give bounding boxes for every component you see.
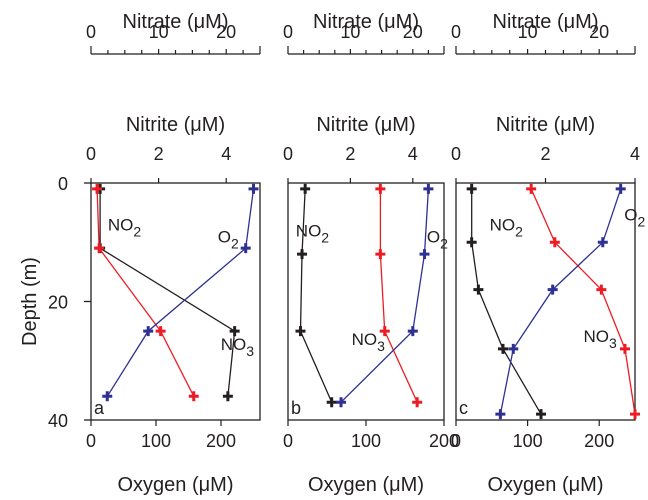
oxygen-tick-label: 100 — [351, 431, 381, 451]
no3-label: NO3 — [583, 327, 617, 351]
nitrate-tick-label: 20 — [589, 22, 609, 42]
nitrate-tick-label: 10 — [149, 22, 169, 42]
oxygen-tick-label: 0 — [283, 431, 293, 451]
nitrate-axis-label: Nitrate (μM) — [313, 11, 419, 33]
no2-label: NO2 — [490, 215, 524, 239]
nitrite-tick-label: 4 — [630, 144, 640, 164]
no3-point — [549, 237, 560, 248]
nitrite-tick-label: 2 — [345, 144, 355, 164]
o2-point — [240, 243, 251, 254]
nitrate-axis-label: Nitrate (μM) — [123, 11, 229, 33]
oxygen-tick-label: 200 — [584, 431, 614, 451]
no3-point — [412, 397, 423, 408]
nitrate-tick-label: 0 — [451, 22, 461, 42]
nitrite-tick-label: 4 — [221, 144, 231, 164]
o2-point — [615, 183, 626, 194]
no3-line-c — [530, 188, 636, 415]
oxygen-tick-label: 200 — [429, 431, 459, 451]
no3-label: NO3 — [352, 330, 386, 354]
no2-line-a — [99, 188, 236, 397]
oxygen-tick-label: 200 — [206, 431, 236, 451]
nitrate-tick-label: 0 — [283, 22, 293, 42]
y-axis-label: Depth (m) — [19, 257, 41, 346]
no2-point — [497, 343, 508, 354]
oxygen-tick-label: 100 — [513, 431, 543, 451]
no2-label: NO2 — [296, 221, 330, 245]
panel-label-c: c — [459, 398, 468, 418]
nitrite-tick-label: 2 — [154, 144, 164, 164]
nitrite-axis-label: Nitrite (μM) — [316, 114, 415, 136]
no3-line-a — [96, 188, 195, 397]
no3-point — [596, 284, 607, 295]
o2-label: O2 — [624, 205, 645, 229]
no3-point — [619, 343, 630, 354]
no3-point — [379, 326, 390, 337]
no2-point — [466, 237, 477, 248]
no2-point — [536, 409, 547, 420]
o2-point — [336, 397, 347, 408]
no2-point — [295, 326, 306, 337]
o2-point — [423, 183, 434, 194]
nitrite-tick-label: 2 — [540, 144, 550, 164]
y-tick-label: 0 — [58, 174, 68, 194]
nitrate-tick-label: 0 — [86, 22, 96, 42]
oxygen-tick-label: 0 — [451, 431, 461, 451]
no3-label: NO3 — [221, 335, 255, 359]
panel-label-a: a — [94, 398, 105, 418]
o2-point — [248, 183, 259, 194]
nitrite-axis-label: Nitrite (μM) — [126, 114, 225, 136]
no3-point — [94, 243, 105, 254]
o2-line-b — [340, 188, 430, 403]
no2-point — [222, 391, 233, 402]
y-tick-label: 40 — [48, 411, 68, 431]
o2-point — [495, 409, 506, 420]
o2-point — [508, 343, 519, 354]
nitrite-tick-label: 0 — [86, 144, 96, 164]
nitrate-tick-label: 10 — [518, 22, 538, 42]
no2-point — [466, 183, 477, 194]
nitrite-tick-label: 4 — [408, 144, 418, 164]
nitrite-axis-label: Nitrite (μM) — [496, 114, 595, 136]
no3-point — [188, 391, 199, 402]
no3-point — [526, 183, 537, 194]
no2-point — [229, 326, 240, 337]
oxygen-axis-label: Oxygen (μM) — [488, 474, 604, 496]
nitrate-axis-label: Nitrate (μM) — [493, 11, 599, 33]
no3-point — [375, 183, 386, 194]
plot-frame-b — [287, 182, 445, 421]
no2-point — [326, 397, 337, 408]
nitrate-tick-label: 20 — [403, 22, 423, 42]
o2-line-a — [106, 188, 255, 397]
no2-label: NO2 — [108, 215, 141, 239]
no2-line-b — [299, 188, 333, 403]
o2-point — [143, 326, 154, 337]
no2-point — [473, 284, 484, 295]
no2-point — [300, 183, 311, 194]
no2-point — [297, 249, 308, 260]
oxygen-axis-label: Oxygen (μM) — [308, 474, 424, 496]
nitrate-tick-label: 10 — [340, 22, 360, 42]
oxygen-tick-label: 100 — [141, 431, 171, 451]
oxygen-axis-label: Oxygen (μM) — [118, 474, 234, 496]
o2-point — [407, 326, 418, 337]
no3-point — [155, 326, 166, 337]
o2-point — [597, 237, 608, 248]
no3-point — [375, 249, 386, 260]
plot-frame-a — [90, 182, 261, 421]
nitrate-tick-label: 20 — [216, 22, 236, 42]
o2-point — [102, 391, 113, 402]
oxygen-tick-label: 0 — [86, 431, 96, 451]
y-tick-label: 20 — [48, 293, 68, 313]
o2-point — [419, 249, 430, 260]
o2-label: O2 — [218, 227, 239, 251]
no3-point — [630, 409, 640, 420]
nitrite-tick-label: 0 — [451, 144, 461, 164]
no3-line-b — [379, 188, 418, 403]
o2-label: O2 — [427, 227, 448, 251]
panel-label-b: b — [291, 398, 301, 418]
o2-point — [547, 284, 558, 295]
no3-point — [92, 183, 103, 194]
nitrite-tick-label: 0 — [283, 144, 293, 164]
